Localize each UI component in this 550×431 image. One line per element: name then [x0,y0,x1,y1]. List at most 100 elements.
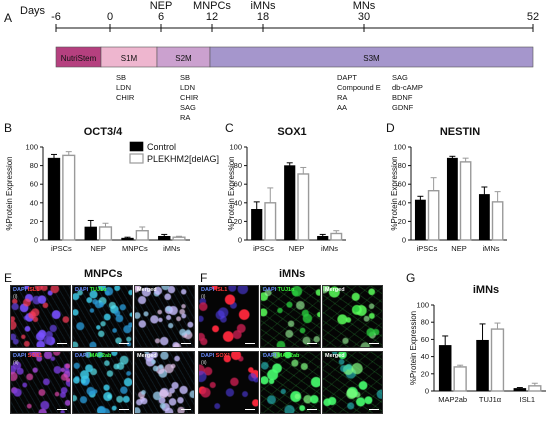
legend-swatch [129,153,144,164]
stain-marker-label: MAP2ab [276,353,300,359]
bar-control [251,209,263,241]
timeline-factor-label: SB [180,73,190,82]
micrograph-stain-label: Merged [137,287,157,293]
timeline-factor-label: DAPT [337,73,357,82]
y-axis-label: %Protein Expression [409,311,418,385]
timeline-factor-label: BDNF [392,93,413,102]
bar-control [438,345,452,392]
y-tick-label: 100 [229,143,242,152]
micrograph-image: Merged [134,285,195,348]
micrograph-image: DAPI MAP2ab [260,351,321,414]
stain-dapi-label: DAPI [75,287,89,293]
panel-label-e: E [4,271,12,285]
timeline-medium-label: S1M [121,54,138,63]
timeline-stage-label: NEP [150,0,173,12]
scale-bar [57,342,67,344]
timeline-tick-label: 12 [206,11,218,23]
timeline-factor-label: db-cAMP [392,83,423,92]
micrograph-stain-label: Merged [325,353,345,359]
micrograph-stain-label: DAPI ISL1 [201,287,227,293]
y-axis-label: %Protein Expression [390,156,399,230]
chart-imns-markers: iMNs %Protein Expression 0 20 40 60 80 100 MAP2a… [409,284,546,404]
chart-oct34: OCT3/4 %Protein Expression 0 20 40 60 80 100 iPS… [5,126,190,253]
timeline-stage-label: MNs [353,0,376,12]
timeline-factor-label: AA [337,103,347,112]
stain-marker-label: TUJ1α [88,287,107,293]
bar-control [446,157,458,241]
timeline-medium-label: NutriStem [61,54,97,63]
micrograph-row-label: (ii) [13,360,19,366]
bar-plekhm2 [264,202,277,241]
bar-plekhm2 [172,236,186,241]
stain-dapi-label: Merged [325,287,345,293]
bar-plekhm2 [528,385,542,392]
panel-label-d: D [386,121,395,135]
timeline-stage-labels: NEP MNPCs iMNs MNs [150,0,376,12]
scale-bar [181,342,191,344]
stain-dapi-label: Merged [137,353,157,359]
micrograph-f-title: iMNs [279,268,306,280]
micrograph-stain-label: DAPI MAP2ab [75,353,111,359]
legend: Control PLEKHM2[delAG] [129,141,219,164]
y-axis-label: %Protein Expression [227,156,236,230]
timeline-medium-bar [209,46,534,68]
x-tick-label: NEP [451,244,466,253]
x-tick-label: ISL1 [520,395,535,404]
timeline-factor-label: CHIR [180,93,199,102]
timeline-factor-label: SB [116,73,126,82]
timeline-factor-label: LDN [116,83,131,92]
y-tick-label: 0 [402,236,406,245]
y-tick-label: 40 [398,198,406,207]
y-tick-label: 20 [234,217,242,226]
y-tick-label: 0 [34,236,38,245]
y-tick-label: 100 [416,301,429,310]
y-tick-label: 20 [398,217,406,226]
micrograph-stain-label: DAPI TUJ1α [75,287,107,293]
bar-plekhm2 [491,201,504,241]
stain-dapi-label: DAPI [13,287,27,293]
y-tick-label: 20 [30,217,38,226]
micrograph-image: DAPI TUJ1α [72,285,133,348]
y-tick-label: 80 [234,161,242,170]
y-tick-label: 60 [421,335,429,344]
x-tick-label: iPSCs [417,244,438,253]
x-tick-label: MAP2ab [438,395,467,404]
stain-marker-label: ISL1 [26,287,40,293]
bar-plekhm2 [62,154,76,241]
micrograph-row-label: (i) [201,294,206,300]
legend-label: Control [147,142,176,152]
timeline-tick-label: -6 [51,11,61,23]
timeline-tick-label: 0 [107,11,113,23]
micrograph-image: DAPI ISL1 (i) [10,285,71,348]
timeline-factor-label: GDNF [392,103,414,112]
scale-bar [57,408,67,410]
bar-plekhm2 [453,366,467,392]
panel-label-c: C [225,121,234,135]
micrograph-image: DAPI MAP2ab [72,351,133,414]
bar-control [284,165,296,241]
timeline-medium-label: S3M [363,54,380,63]
x-tick-label: iPSCs [253,244,274,253]
x-tick-label: iMNs [163,244,180,253]
stain-dapi-label: DAPI [75,353,89,359]
micrograph-image: DAPI ISL1 (i) [198,285,259,348]
y-tick-label: 0 [425,387,429,396]
timeline-stage-label: MNPCs [193,0,231,12]
timeline-tick-label: 18 [257,11,269,23]
y-axis-label: %Protein Expression [5,156,14,230]
stain-marker-label: SOX1 [214,353,231,359]
micrograph-image: DAPI SOX1 (ii) [10,351,71,414]
chart-title: OCT3/4 [84,126,123,138]
stain-marker-label: MAP2ab [88,353,112,359]
timeline-tick-label: 6 [158,11,164,23]
timeline-panel: A Days -6 0 6 12 18 30 52 NEP MNPCs iMNs MNs Nutr… [4,0,539,122]
stain-dapi-label: DAPI [201,353,215,359]
bar-control [317,235,329,241]
bar-plekhm2 [135,229,149,241]
stain-dapi-label: DAPI [263,353,277,359]
bar-control [513,388,527,392]
micrograph-stain-label: Merged [137,353,157,359]
timeline-tick-label: 30 [358,11,370,23]
scale-bar [119,342,129,344]
